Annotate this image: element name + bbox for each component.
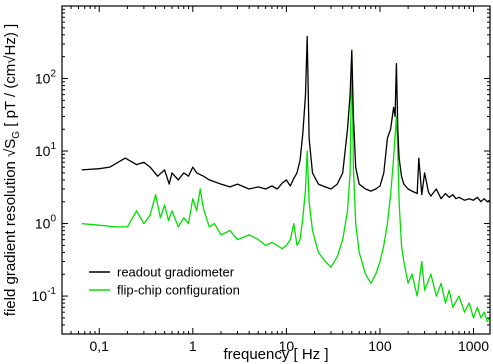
- y-axis-title-unit: [ pT / (cm√Hz) ]: [2, 24, 19, 131]
- series-line-readout-gradiometer: [81, 35, 491, 203]
- x-tick-label: 100: [368, 338, 392, 354]
- legend: readout gradiometer flip-chip configurat…: [89, 265, 240, 298]
- x-tick-label: 10: [279, 338, 295, 354]
- x-axis-title: frequency [ Hz ]: [223, 346, 328, 363]
- y-tick-base: 10: [32, 288, 48, 304]
- y-tick-base: 10: [35, 71, 51, 87]
- y-tick-exponent: -1: [47, 286, 56, 297]
- y-axis-title: field gradient resolution √SG [ pT / (cm…: [2, 24, 22, 316]
- series-layer: [81, 35, 491, 322]
- y-tick-label: 102: [35, 69, 57, 87]
- y-tick-exponent: 2: [50, 69, 56, 80]
- y-tick-base: 10: [35, 216, 51, 232]
- legend-label-readout-gradiometer: readout gradiometer: [117, 265, 235, 280]
- x-tick-label: 0,1: [90, 338, 110, 354]
- plot-frame: [61, 5, 491, 335]
- y-tick-exponent: 1: [50, 141, 56, 152]
- x-axis: 0,1 1 10 100 1000: [61, 6, 489, 354]
- x-tick-label: 1: [189, 338, 197, 354]
- y-tick-base: 10: [35, 143, 51, 159]
- y-tick-label: 100: [35, 214, 57, 232]
- y-tick-label: 10-1: [32, 286, 57, 304]
- y-axis-title-subscript: G: [11, 131, 22, 139]
- x-tick-label: 1000: [458, 338, 489, 354]
- y-axis-title-main: field gradient resolution √S: [2, 139, 19, 317]
- y-tick-exponent: 0: [50, 214, 56, 225]
- legend-label-flip-chip-configuration: flip-chip configuration: [117, 283, 240, 298]
- series-line-flip-chip-configuration: [81, 49, 491, 322]
- y-tick-label: 101: [35, 141, 57, 159]
